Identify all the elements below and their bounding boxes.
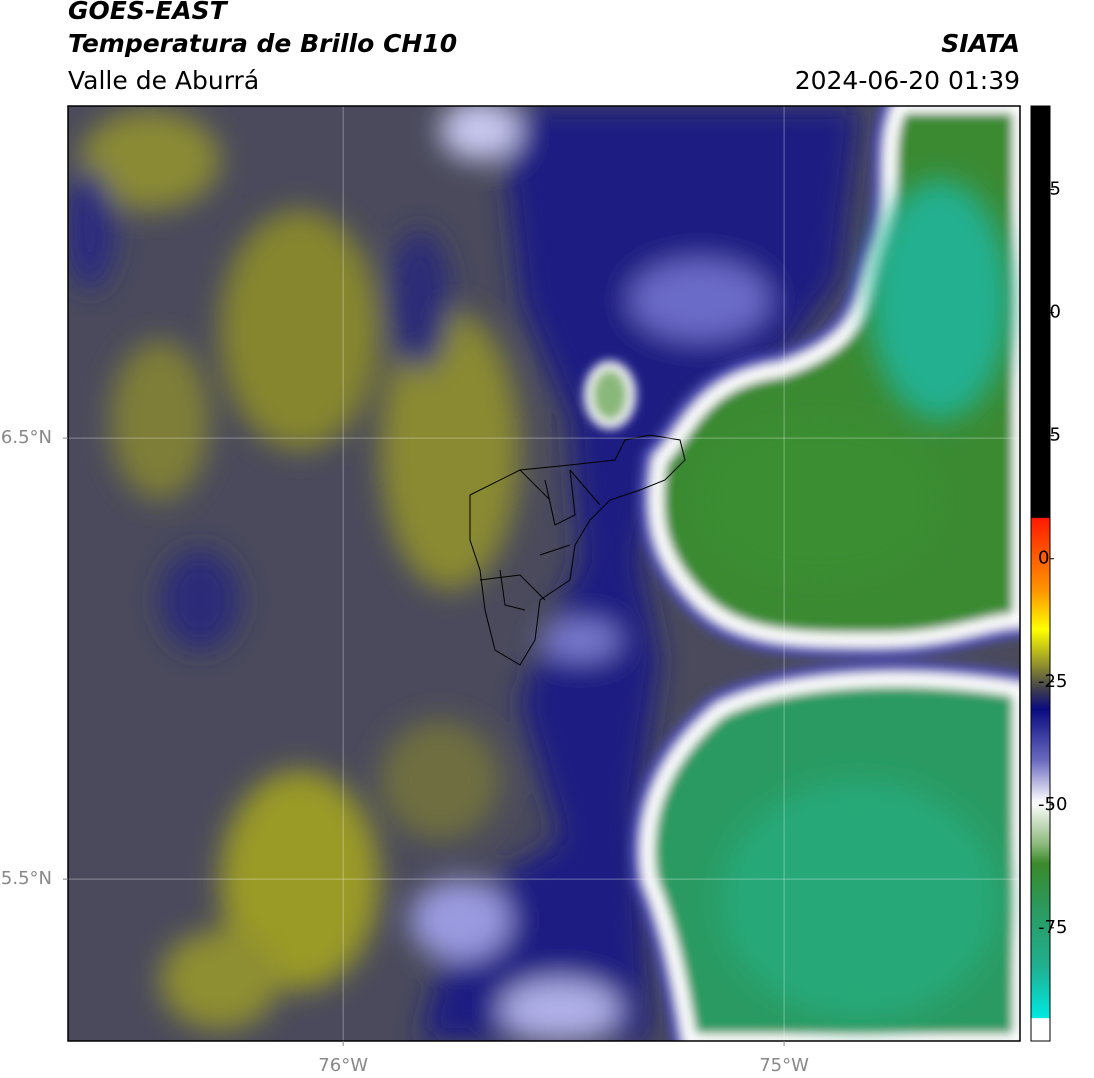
colorbar-tick-label: 0 [1038,548,1049,569]
grid [68,106,1020,1041]
datetime: 2024-06-20 01:39 [795,66,1020,95]
map-frame [67,105,1021,1042]
y-tick-label: 5.5°N [1,868,52,889]
x-tick-label: 76°W [318,1055,368,1076]
colorbar-tick-label: -25 [1038,671,1067,692]
region: Valle de Aburrá [68,66,259,95]
colorbar-tick-label: -75 [1038,917,1067,938]
municipal-boundaries [469,434,686,666]
colorbar-tick-label: 50 [1038,302,1061,323]
colorbar-tick-label: 75 [1038,179,1061,200]
colorbar-tick-label: -50 [1038,794,1067,815]
source: SIATA [941,29,1020,58]
colorbar-tick-label: 25 [1038,425,1061,446]
colorbar [1030,105,1051,1042]
satellite-image [68,106,1020,1041]
title: GOES-EAST [68,0,229,25]
subtitle: Temperatura de Brillo CH10 [68,29,457,58]
x-tick-label: 75°W [759,1055,809,1076]
y-tick-label: 6.5°N [1,427,52,448]
